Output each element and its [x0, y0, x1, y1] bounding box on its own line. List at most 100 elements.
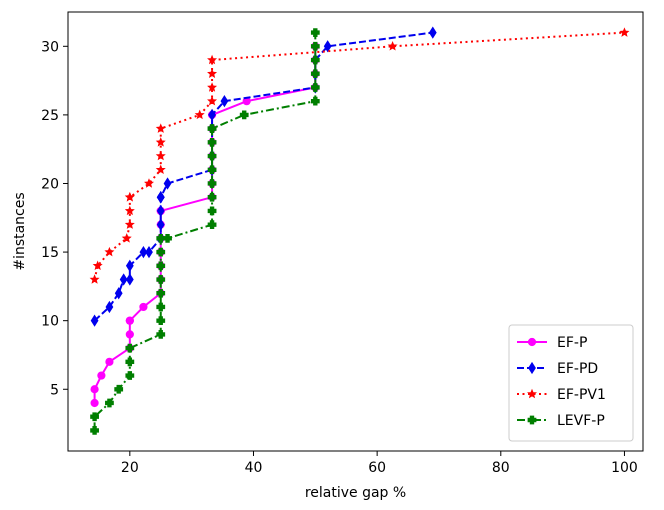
legend-label: EF-PD [557, 361, 598, 377]
data-point-levf-p [310, 96, 320, 106]
y-tick-label: 10 [41, 314, 59, 330]
data-point-ef-p [90, 398, 99, 408]
data-point-ef-pv1 [155, 123, 166, 133]
data-point-ef-pd [90, 314, 99, 327]
data-point-ef-pv1 [207, 95, 218, 106]
data-point-ef-p [125, 316, 134, 325]
legend-item-levf-p: LEVF-P [517, 413, 605, 429]
data-point-ef-pd [119, 273, 128, 286]
data-point-levf-p [310, 83, 320, 92]
data-point-levf-p [156, 316, 166, 326]
data-point-ef-pv1 [121, 233, 132, 243]
data-point-ef-pv1 [207, 68, 218, 78]
y-tick-label: 30 [41, 39, 59, 55]
data-point-levf-p [207, 192, 217, 202]
axes-frame [67, 11, 644, 452]
series-line-ef-pd [93, 31, 433, 322]
legend-marker [527, 415, 537, 425]
data-point-ef-pd [105, 300, 114, 314]
data-point-ef-pd [139, 245, 148, 259]
legend-item-ef-pv1: EF-PV1 [517, 387, 606, 403]
legend-label: LEVF-P [557, 413, 605, 429]
data-point-levf-p [310, 55, 320, 65]
legend: EF-P EF-PD EF-PV1 LEVF-P [508, 324, 634, 442]
data-point-ef-pd [156, 218, 165, 231]
data-point-ef-p [139, 302, 148, 312]
data-point-ef-pv1 [92, 260, 103, 271]
data-point-levf-p [156, 275, 166, 284]
data-point-ef-pd [145, 245, 153, 259]
x-axis-label: relative gap % [305, 485, 406, 501]
legend-label: EF-PV1 [557, 387, 606, 403]
data-point-ef-pd [163, 177, 172, 190]
data-point-levf-p [207, 151, 217, 161]
data-point-ef-pd [156, 191, 165, 204]
data-point-ef-pv1 [155, 137, 166, 147]
x-tick-label: 40 [245, 460, 263, 476]
data-point-ef-pd [114, 287, 123, 300]
data-point-levf-p [207, 206, 217, 216]
data-point-ef-pv1 [124, 219, 135, 229]
legend-item-ef-p: EF-P [517, 335, 587, 351]
data-point-ef-pv1 [89, 274, 100, 284]
series-ef-pv1 [89, 27, 630, 284]
data-point-levf-p [125, 371, 135, 380]
data-point-levf-p [239, 110, 249, 120]
data-point-ef-pd [208, 108, 216, 122]
data-point-levf-p [156, 247, 166, 257]
data-point-levf-p [310, 41, 320, 51]
legend-marker [527, 337, 537, 347]
data-point-levf-p [310, 28, 320, 37]
data-point-levf-p [207, 179, 217, 188]
data-point-ef-pd [125, 273, 134, 286]
data-point-ef-pv1 [124, 191, 135, 202]
data-point-ef-pv1 [144, 178, 154, 188]
data-point-levf-p [90, 412, 99, 422]
data-point-ef-pd [156, 204, 165, 218]
y-tick-label: 20 [41, 176, 59, 192]
data-point-levf-p [105, 398, 114, 408]
data-point-levf-p [156, 329, 166, 339]
legend-box [508, 324, 634, 442]
x-tick-label: 60 [368, 460, 386, 476]
data-point-levf-p [156, 261, 166, 271]
data-point-levf-p [156, 288, 166, 298]
data-point-ef-pv1 [104, 246, 115, 257]
y-tick-label: 5 [50, 382, 59, 398]
data-point-ef-pv1 [619, 27, 630, 37]
data-point-ef-pv1 [207, 82, 218, 92]
x-axis: 20 40 60 80 100 [121, 451, 638, 476]
data-point-levf-p [207, 220, 217, 230]
data-point-ef-pd [125, 259, 134, 272]
legend-label: EF-P [557, 335, 587, 351]
data-point-levf-p [125, 357, 135, 367]
y-axis: 5 10 15 20 25 30 [41, 39, 68, 398]
data-point-levf-p [207, 165, 217, 175]
data-point-ef-pv1 [194, 109, 205, 120]
data-point-ef-pv1 [155, 164, 166, 174]
data-point-levf-p [310, 69, 320, 79]
data-point-ef-pv1 [155, 150, 166, 161]
data-point-ef-pv1 [124, 205, 135, 216]
y-tick-label: 15 [41, 245, 59, 261]
x-tick-label: 20 [121, 460, 139, 476]
data-point-levf-p [207, 137, 217, 147]
series-line-ef-pv1 [93, 31, 625, 280]
series-ef-pd [90, 26, 437, 327]
y-tick-label: 25 [41, 108, 59, 124]
y-axis-label: #instances [12, 192, 28, 270]
x-tick-label: 80 [492, 460, 510, 476]
series-levf-p [90, 28, 320, 435]
data-point-levf-p [125, 343, 135, 353]
data-point-levf-p [207, 124, 217, 134]
data-point-ef-pv1 [207, 54, 218, 65]
data-point-levf-p [114, 384, 124, 394]
legend-marker [527, 388, 537, 399]
data-point-levf-p [163, 233, 172, 243]
data-point-ef-p [125, 330, 134, 339]
data-point-ef-p [90, 385, 99, 394]
data-point-ef-p [97, 371, 106, 380]
data-point-ef-pd [323, 40, 332, 53]
data-point-levf-p [156, 302, 166, 312]
